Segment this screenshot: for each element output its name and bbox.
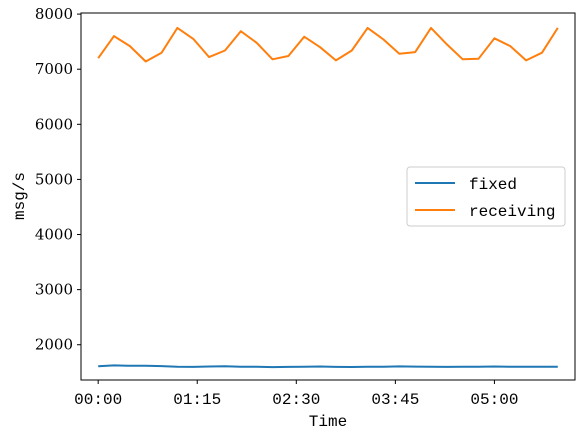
y-tick-label: 5000 (35, 170, 73, 188)
legend-label-fixed: fixed (469, 176, 517, 194)
x-tick-label: 01:15 (173, 391, 221, 409)
legend: fixed receiving (406, 166, 566, 227)
x-tick-label: 00:00 (74, 391, 122, 409)
series-line-receiving (97, 26, 559, 63)
y-tick-label: 6000 (35, 115, 73, 133)
series-layer (97, 26, 559, 369)
series-line-fixed (98, 364, 558, 369)
plot-frame (80, 12, 576, 381)
y-axis-title: msg/s (11, 172, 29, 220)
y-tick-label: 3000 (35, 281, 73, 299)
y-tick-label: 4000 (35, 226, 73, 244)
y-tick-label: 7000 (35, 60, 73, 78)
legend-box (406, 166, 566, 227)
y-tick-label: 8000 (35, 5, 73, 23)
legend-label-receiving: receiving (469, 203, 555, 221)
x-axis: 00:00 01:15 02:30 03:45 05:00 (74, 380, 518, 409)
x-axis-title: Time (309, 413, 347, 431)
x-tick-label: 03:45 (371, 391, 419, 409)
x-tick-label: 02:30 (272, 391, 320, 409)
x-tick-label: 05:00 (470, 391, 518, 409)
y-tick-label: 2000 (35, 336, 73, 354)
y-axis: 2000 3000 4000 5000 6000 7000 8000 (35, 5, 81, 354)
